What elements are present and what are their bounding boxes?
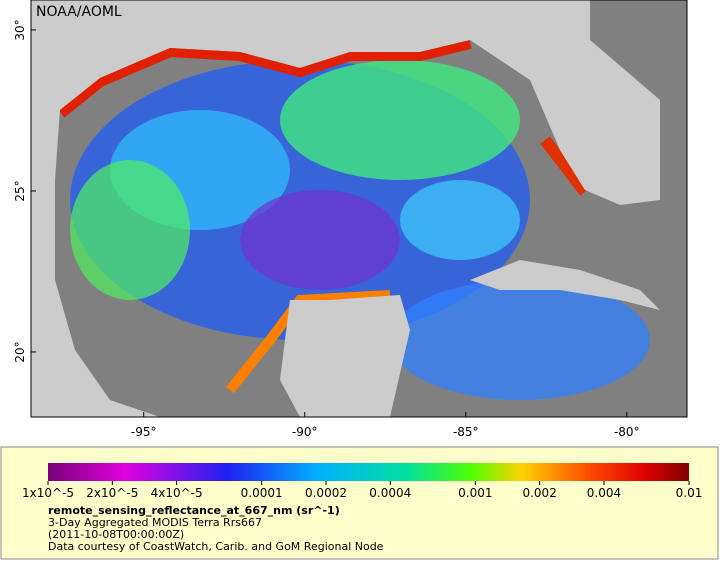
y-tick-label: 20°: [13, 341, 27, 362]
colorbar-tick-label: 2x10^-5: [86, 486, 138, 500]
legend-variable: remote_sensing_reflectance_at_667_nm (sr…: [48, 504, 340, 517]
colorbar-tick-label: 0.001: [458, 486, 492, 500]
colorbar-tick-label: 0.002: [522, 486, 556, 500]
cuba: [470, 260, 660, 310]
x-tick-label: -90°: [292, 425, 318, 439]
map: NOAA/AOML: [31, 0, 687, 417]
legend-time: (2011-10-08T00:00:00Z): [48, 528, 184, 541]
colorbar-tick-label: 0.0001: [241, 486, 283, 500]
colorbar-tick-label: 0.0004: [369, 486, 411, 500]
reflectance-field: [55, 40, 650, 400]
yucatan: [280, 295, 410, 417]
x-tick-label: -85°: [453, 425, 479, 439]
colorbar-tick-label: 0.0002: [305, 486, 347, 500]
colorbar-tick-label: 4x10^-5: [151, 486, 203, 500]
colorbar-ticks: 1x10^-5 2x10^-5 4x10^-5 0.0001 0.0002 0.0004 0…: [22, 481, 702, 500]
map-frame: [30, 0, 688, 418]
colorbar-tick-label: 0.01: [676, 486, 703, 500]
y-tick-label: 25°: [13, 180, 27, 201]
florida: [540, 90, 612, 190]
colorbar: [48, 463, 689, 481]
x-tick-label: -80°: [614, 425, 640, 439]
y-tick-label: 30°: [13, 19, 27, 40]
axes: -95° -90° -85° -80° 30° 25° 20°: [13, 19, 640, 439]
x-tick-label: -95°: [131, 425, 157, 439]
credit: NOAA/AOML: [36, 4, 122, 20]
legend-source: Data courtesy of CoastWatch, Carib. and …: [48, 540, 384, 553]
colorbar-tick-label: 1x10^-5: [22, 486, 74, 500]
colorbar-tick-label: 0.004: [587, 486, 621, 500]
legend-description: 3-Day Aggregated MODIS Terra Rrs667: [48, 516, 262, 529]
